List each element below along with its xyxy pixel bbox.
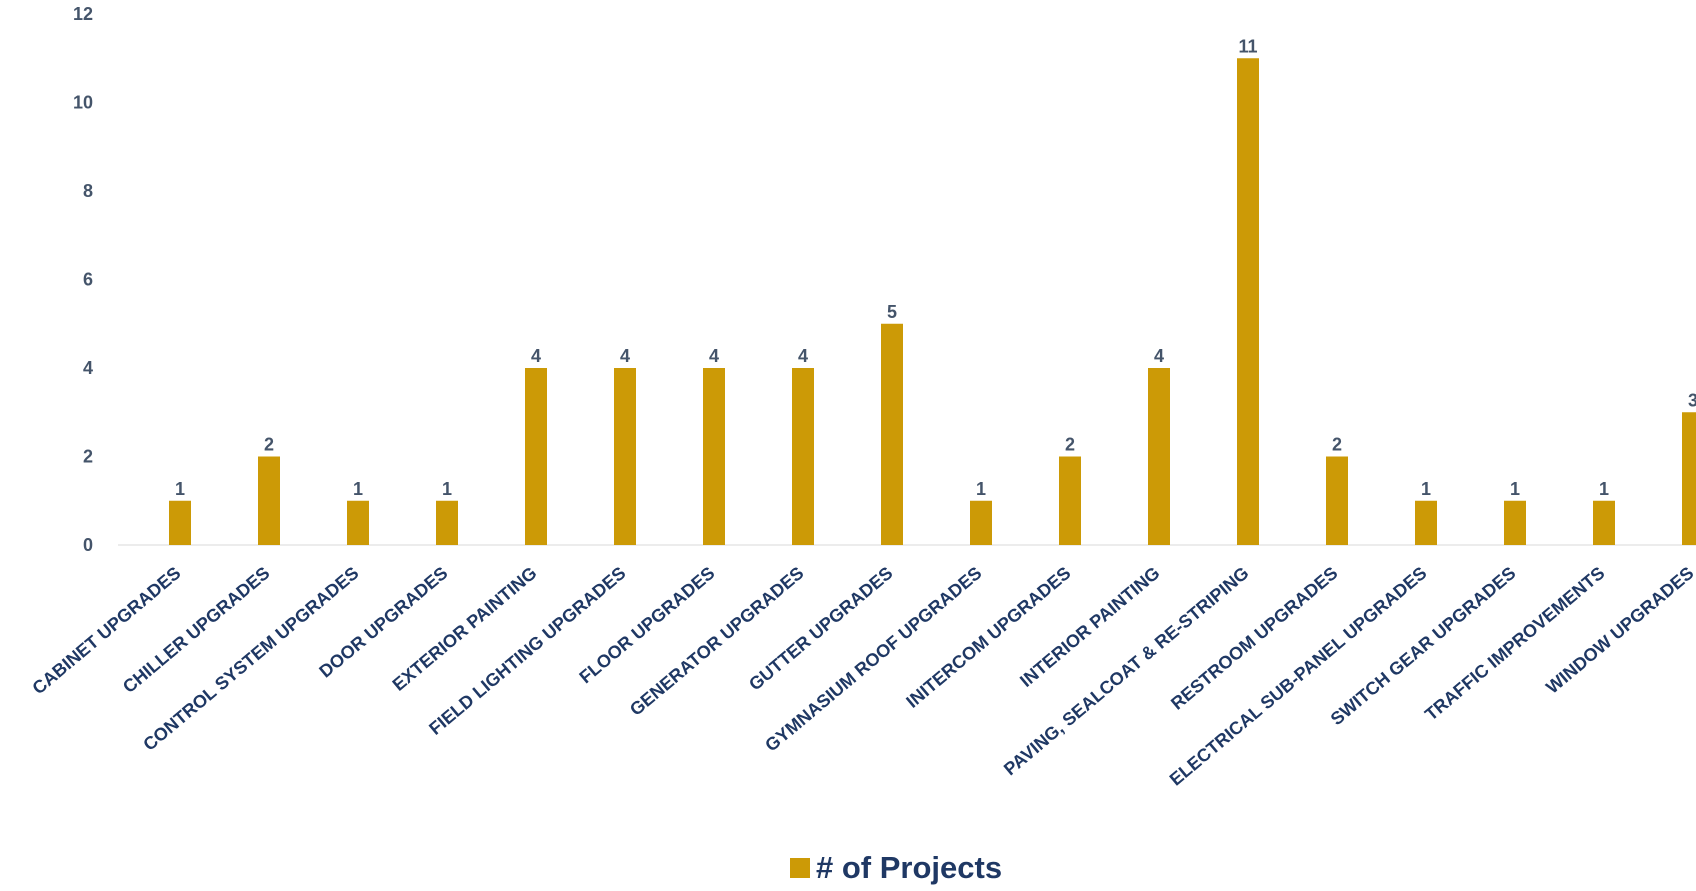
- x-tick-label: CHILLER UPGRADES: [119, 563, 274, 697]
- x-tick-label: GUTTER UPGRADES: [745, 563, 897, 695]
- data-label: 1: [1510, 479, 1520, 499]
- bar: [1415, 500, 1437, 545]
- bar: [436, 500, 458, 545]
- data-label: 4: [1154, 346, 1164, 366]
- bar: [347, 500, 369, 545]
- x-tick-label: GENERATOR UPGRADES: [626, 563, 808, 720]
- x-tick-label: EXTERIOR PAINTING: [389, 563, 541, 695]
- data-label: 11: [1238, 36, 1257, 56]
- bar: [881, 323, 903, 545]
- x-tick-label: INITERCOM UPGRADES: [902, 563, 1074, 712]
- y-tick-label: 0: [83, 535, 93, 555]
- x-tick-label: WINDOW UPGRADES: [1542, 563, 1696, 698]
- bar: [525, 368, 547, 545]
- legend-label: # of Projects: [816, 850, 1003, 885]
- data-label: 4: [798, 346, 808, 366]
- y-axis: 0 2 4 6 8 10 12: [73, 4, 93, 555]
- data-label: 5: [887, 302, 897, 322]
- bar: [1237, 58, 1259, 545]
- data-label: 2: [264, 435, 274, 455]
- bars: [169, 58, 1696, 545]
- legend-swatch: [790, 858, 810, 878]
- bar: [169, 500, 191, 545]
- bar: [1326, 456, 1348, 545]
- data-label: 4: [709, 346, 719, 366]
- bar: [258, 456, 280, 545]
- y-tick-label: 10: [73, 93, 93, 113]
- y-tick-label: 4: [83, 358, 93, 378]
- y-tick-label: 12: [73, 4, 93, 24]
- data-label: 4: [531, 346, 541, 366]
- x-tick-label: TRAFFIC IMPROVEMENTS: [1421, 563, 1609, 725]
- bar: [970, 500, 992, 545]
- data-label: 1: [175, 479, 185, 499]
- bar: [1593, 500, 1615, 545]
- bar: [1148, 368, 1170, 545]
- bar: [614, 368, 636, 545]
- bar: [1682, 412, 1696, 545]
- bar: [792, 368, 814, 545]
- x-tick-label: FIELD LIGHTING UPGRADES: [425, 563, 629, 739]
- data-label: 1: [353, 479, 363, 499]
- data-label: 2: [1065, 435, 1075, 455]
- data-label: 1: [1421, 479, 1431, 499]
- bar: [1504, 500, 1526, 545]
- bar: [703, 368, 725, 545]
- x-tick-label: SWITCH GEAR UPGRADES: [1327, 563, 1520, 729]
- data-label: 1: [976, 479, 986, 499]
- y-tick-label: 2: [83, 447, 93, 467]
- legend: # of Projects: [790, 848, 1002, 888]
- x-tick-label: CABINET UPGRADES: [28, 563, 184, 699]
- data-label: 1: [1599, 479, 1609, 499]
- data-label: 4: [620, 346, 630, 366]
- y-tick-label: 6: [83, 270, 93, 290]
- bar: [1059, 456, 1081, 545]
- data-label: 2: [1332, 435, 1342, 455]
- y-tick-label: 8: [83, 181, 93, 201]
- x-tick-label: RESTROOM UPGRADES: [1167, 563, 1342, 714]
- data-label: 3: [1688, 390, 1696, 410]
- data-label: 1: [442, 479, 452, 499]
